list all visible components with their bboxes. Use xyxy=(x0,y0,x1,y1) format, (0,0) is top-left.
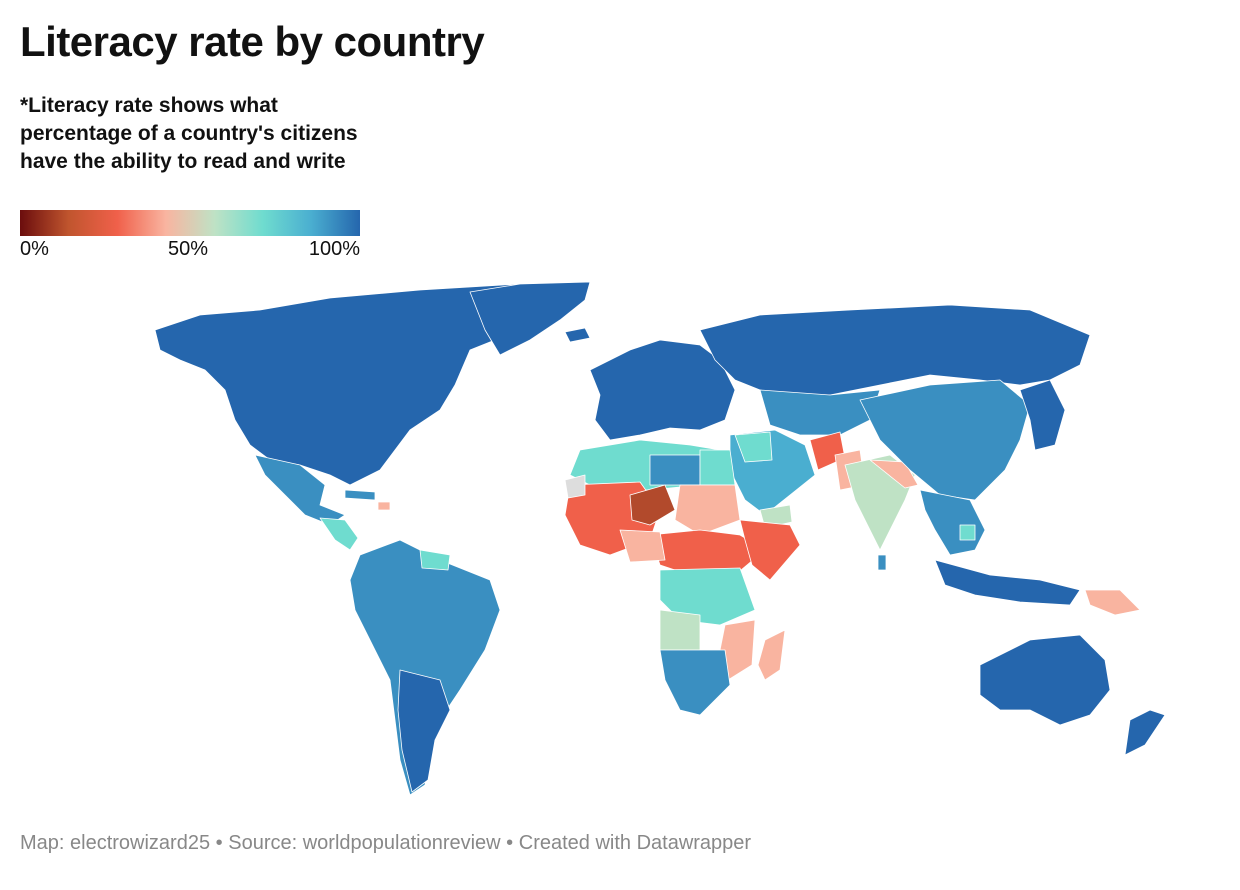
region-congo-kenya[interactable] xyxy=(659,567,756,626)
legend-label-mid: 50% xyxy=(168,238,209,260)
region-central-america[interactable] xyxy=(319,517,359,551)
region-horn-africa[interactable] xyxy=(739,519,801,581)
region-canada-usa[interactable] xyxy=(154,283,591,486)
region-china[interactable] xyxy=(859,379,1031,501)
region-new-zealand[interactable] xyxy=(1124,709,1166,756)
region-caribbean-haiti[interactable] xyxy=(377,501,391,511)
region-argentina-chile[interactable] xyxy=(397,669,451,793)
region-western-sahara[interactable] xyxy=(564,474,586,499)
region-greenland[interactable] xyxy=(469,281,591,356)
footer-credits: Map: electrowizard25 • Source: worldpopu… xyxy=(20,832,751,855)
color-legend-bar xyxy=(20,210,360,236)
region-madagascar[interactable] xyxy=(757,629,786,681)
region-central-asia[interactable] xyxy=(759,389,881,436)
region-nepal-bangladesh[interactable] xyxy=(869,459,919,489)
region-libya-algeria[interactable] xyxy=(649,454,701,486)
region-vietnam[interactable] xyxy=(959,524,976,541)
region-papua-new-guinea[interactable] xyxy=(1084,589,1141,616)
region-caribbean[interactable] xyxy=(344,489,376,501)
region-europe[interactable] xyxy=(589,339,736,441)
footer-source: Source: worldpopulationreview xyxy=(228,832,501,854)
region-iraq-syria[interactable] xyxy=(734,431,773,463)
legend-label-min: 0% xyxy=(20,238,49,260)
chart-subtitle: *Literacy rate shows what percentage of … xyxy=(20,94,358,173)
region-sri-lanka[interactable] xyxy=(877,554,887,571)
legend-labels: 0% 50% 100% xyxy=(20,238,360,264)
region-southern-africa[interactable] xyxy=(659,649,731,716)
world-map xyxy=(0,270,1240,810)
footer-map-credit: Map: electrowizard25 xyxy=(20,832,211,854)
region-korea-japan[interactable] xyxy=(1019,379,1066,451)
region-mozambique[interactable] xyxy=(719,619,756,681)
region-central-africa[interactable] xyxy=(649,529,766,576)
footer-separator: • xyxy=(506,832,514,854)
region-iceland[interactable] xyxy=(564,327,591,343)
region-guyana[interactable] xyxy=(419,549,451,571)
region-australia[interactable] xyxy=(979,634,1111,726)
region-nigeria[interactable] xyxy=(619,529,666,563)
region-russia[interactable] xyxy=(699,304,1091,396)
footer-separator: • xyxy=(215,832,223,854)
footer-created-with: Created with Datawrapper xyxy=(518,832,752,854)
region-angola[interactable] xyxy=(659,609,701,651)
region-indonesia-philippines[interactable] xyxy=(934,559,1081,606)
region-niger[interactable] xyxy=(629,484,676,526)
chart-title: Literacy rate by country xyxy=(20,18,485,65)
legend-label-max: 100% xyxy=(308,238,360,260)
region-sudan-chad[interactable] xyxy=(674,484,741,536)
region-egypt[interactable] xyxy=(699,449,736,486)
